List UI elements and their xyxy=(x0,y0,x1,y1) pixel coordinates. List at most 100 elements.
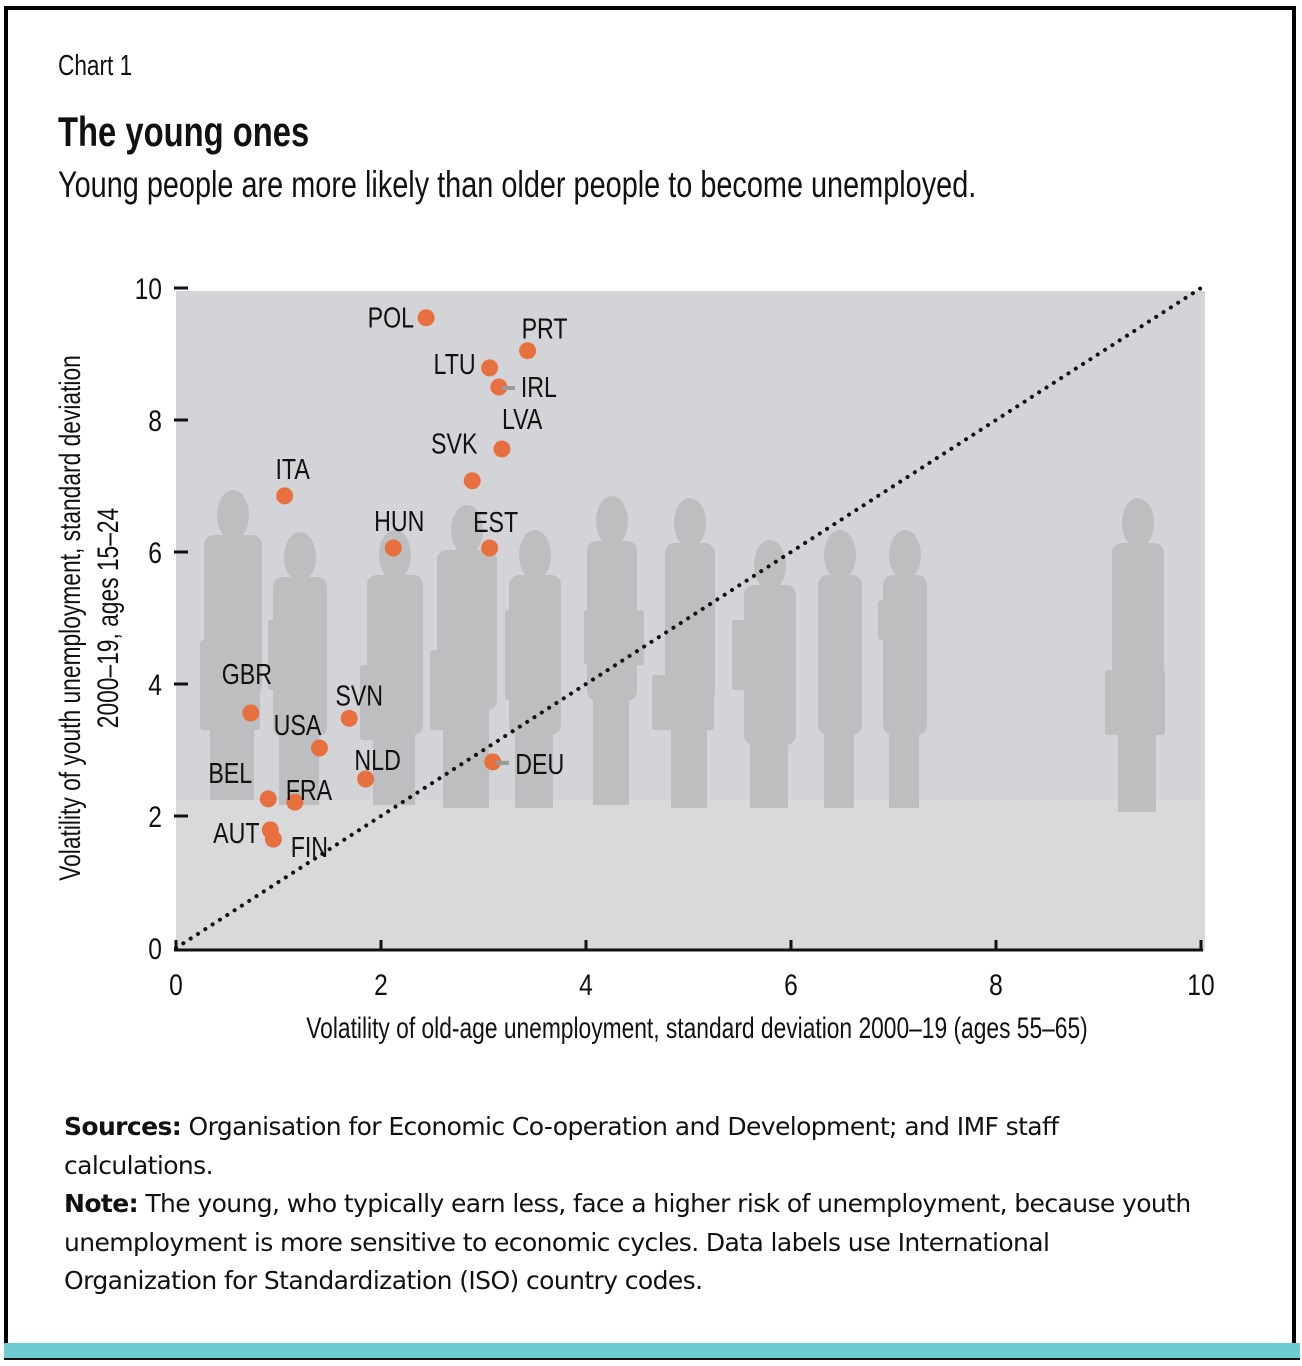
scatter-point xyxy=(481,539,499,557)
person-silhouette xyxy=(584,496,644,805)
silhouette-legs xyxy=(824,730,854,808)
sources-label: Sources: xyxy=(64,1112,182,1141)
silhouette-head xyxy=(1122,498,1154,548)
y-tick-label: 4 xyxy=(148,668,162,702)
silhouette-bag xyxy=(732,620,772,690)
data-point-pol: POL xyxy=(368,301,435,334)
scatter-point xyxy=(259,790,277,808)
scatter-point xyxy=(417,309,435,327)
silhouette-head xyxy=(824,530,856,580)
sources-paragraph: Sources: Organisation for Economic Co-op… xyxy=(64,1108,1204,1185)
scatter-point xyxy=(493,440,511,458)
axes: 0 2 4 6 8 10 0 2 4 6 8 10 xyxy=(135,272,1215,1002)
silhouette-body xyxy=(883,575,927,735)
point-label: DEU xyxy=(515,747,564,780)
point-label: IRL xyxy=(521,370,557,403)
data-point-aut: AUT xyxy=(213,816,279,849)
point-label: HUN xyxy=(374,505,424,538)
silhouette-legs xyxy=(515,730,553,808)
silhouette-legs xyxy=(889,730,919,808)
x-tick-label: 0 xyxy=(169,968,183,1002)
data-point-svn: SVN xyxy=(335,679,383,727)
silhouette-bag xyxy=(360,665,405,740)
scatter-point xyxy=(519,342,537,360)
note-text: The young, who typically earn less, face… xyxy=(64,1189,1191,1295)
sources-text: Organisation for Economic Co-operation a… xyxy=(64,1112,1059,1180)
chart-notes: Sources: Organisation for Economic Co-op… xyxy=(64,1108,1204,1301)
floor-area xyxy=(176,800,1205,950)
y-axis-title-line: 2000–19, ages 15–24 xyxy=(91,508,125,729)
y-tick-label: 8 xyxy=(148,404,162,438)
silhouette-head xyxy=(754,540,786,590)
plot-background xyxy=(176,291,1205,950)
silhouette-bag xyxy=(430,650,480,730)
silhouette-body xyxy=(1112,543,1164,703)
point-label: FRA xyxy=(286,774,333,807)
scatter-point xyxy=(384,539,402,557)
chart-subtitle-text: Young people are more likely than older … xyxy=(58,164,977,205)
chart-number: Chart 1 xyxy=(58,50,153,83)
data-point-lva: LVA xyxy=(493,403,543,458)
silhouette-legs xyxy=(593,696,629,805)
person-silhouette xyxy=(1105,498,1165,812)
y-axis-title-line: Volatility of youth unemployment, standa… xyxy=(53,355,87,881)
person-silhouette xyxy=(878,530,927,808)
point-label: AUT xyxy=(213,816,259,849)
data-point-prt: PRT xyxy=(519,312,568,360)
accent-bar xyxy=(4,1343,1300,1360)
silhouette-head xyxy=(674,498,706,548)
data-point-fin: FIN xyxy=(264,830,328,864)
axis-labels: Volatility of old-age unemployment, stan… xyxy=(53,355,1088,1045)
point-label: GBR xyxy=(222,658,272,691)
point-label: LVA xyxy=(502,403,543,436)
x-tick-label: 4 xyxy=(579,968,593,1002)
silhouette-body xyxy=(665,543,715,703)
silhouette-head xyxy=(217,490,249,540)
silhouette-head xyxy=(519,530,551,580)
data-point-est: EST xyxy=(473,506,518,557)
x-tick-label: 6 xyxy=(784,968,798,1002)
silhouette-bag xyxy=(584,610,644,665)
scatter-point xyxy=(264,830,282,848)
silhouette-legs xyxy=(750,740,788,808)
person-silhouette xyxy=(732,540,796,808)
silhouette-bag xyxy=(268,620,313,690)
chart-title: The young ones xyxy=(58,108,380,156)
data-point-fra: FRA xyxy=(286,774,333,811)
y-axis-title: Volatility of youth unemployment, standa… xyxy=(53,355,125,881)
point-label: POL xyxy=(368,301,414,334)
x-tick-label: 8 xyxy=(989,968,1003,1002)
point-label: USA xyxy=(274,709,322,742)
scatter-point xyxy=(481,359,499,377)
silhouette-bag xyxy=(652,675,714,730)
scatter-point xyxy=(484,753,502,771)
point-label: SVK xyxy=(431,427,478,460)
x-tick-label: 2 xyxy=(374,968,388,1002)
point-label: FIN xyxy=(291,831,328,864)
silhouette-head xyxy=(596,496,628,546)
silhouette-body xyxy=(818,575,862,735)
person-silhouette xyxy=(818,530,862,808)
point-label: SVN xyxy=(335,679,383,712)
scatter-point xyxy=(286,793,304,811)
person-silhouette xyxy=(430,505,497,808)
silhouette-legs xyxy=(373,730,415,805)
person-silhouette xyxy=(505,530,561,808)
data-point-ita: ITA xyxy=(275,452,310,505)
data-point-ltu: LTU xyxy=(434,347,499,380)
y-tick-label: 2 xyxy=(148,800,162,834)
silhouette-head xyxy=(451,505,483,555)
scatter-point xyxy=(357,770,375,788)
point-label: BEL xyxy=(208,756,252,789)
point-label: NLD xyxy=(354,744,400,777)
chart-subtitle: Young people are more likely than older … xyxy=(58,164,1235,206)
note-label: Note: xyxy=(64,1189,139,1218)
data-point-hun: HUN xyxy=(374,505,424,557)
y-tick-label: 10 xyxy=(135,272,162,306)
silhouette-bag xyxy=(878,600,908,640)
scatter-point xyxy=(242,704,260,722)
silhouette-head xyxy=(284,532,316,582)
chart-title-text: The young ones xyxy=(58,108,310,155)
